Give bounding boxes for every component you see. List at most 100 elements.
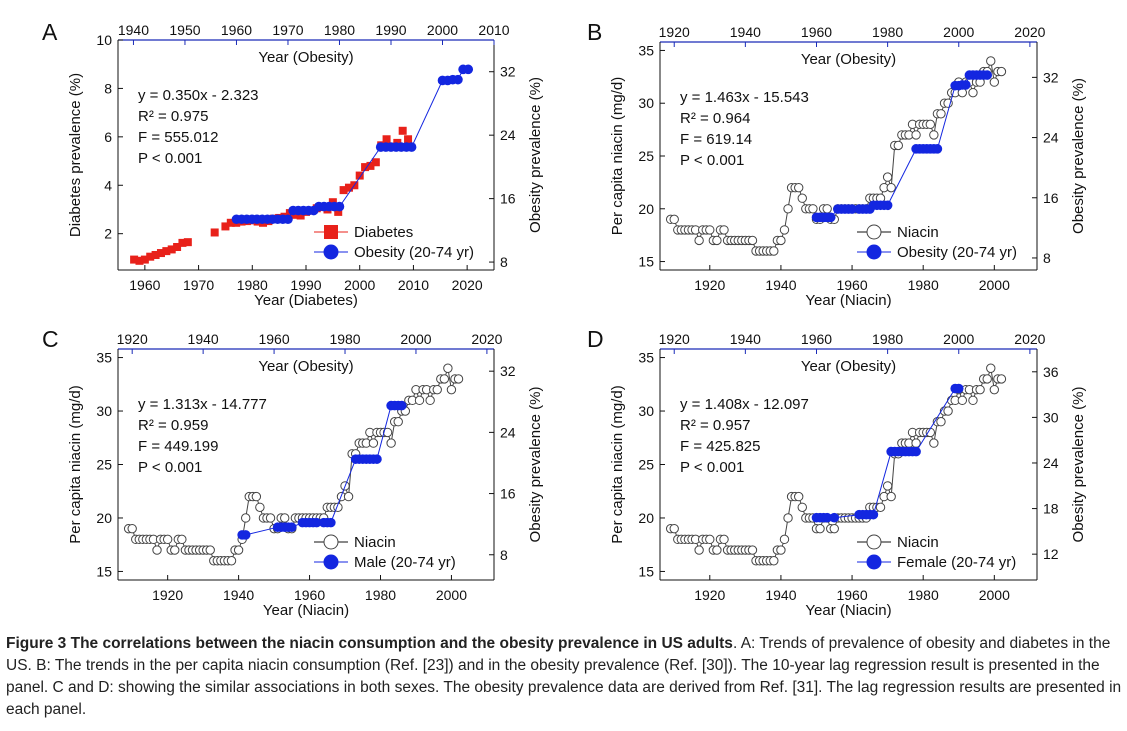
x2-tick-label: 2020 xyxy=(471,331,502,347)
data-point xyxy=(334,201,345,212)
legend-marker xyxy=(866,534,882,550)
y-tick-label: 15 xyxy=(638,563,654,579)
data-point xyxy=(334,207,343,216)
data-point xyxy=(311,517,322,528)
data-point xyxy=(929,438,939,448)
y2-tick-label: 12 xyxy=(1043,546,1059,562)
data-point xyxy=(936,109,946,119)
panel-label: B xyxy=(587,19,602,45)
data-point xyxy=(205,545,215,555)
x2-tick-label: 1980 xyxy=(872,331,903,347)
data-point xyxy=(968,395,978,406)
x-tick-label: 2020 xyxy=(452,277,483,293)
panel-c: C 1920 1940 1960 1980 2000 1920 1940 1960 1980 200… xyxy=(42,326,544,619)
data-point xyxy=(882,481,893,491)
data-point xyxy=(453,374,464,384)
data-point xyxy=(996,374,1007,384)
y-tick-label: 25 xyxy=(96,457,112,473)
data-point xyxy=(265,513,276,523)
y-tick-label: 35 xyxy=(96,350,112,366)
legend-marker xyxy=(866,554,882,570)
data-point xyxy=(925,119,936,130)
x-tick-label: 1960 xyxy=(836,587,867,603)
y2-tick-label: 18 xyxy=(1043,501,1059,517)
panel-label: D xyxy=(587,326,604,352)
data-point xyxy=(251,491,262,502)
regression-line-3: F = 555.012 xyxy=(138,129,218,146)
y-tick-label: 25 xyxy=(638,457,654,473)
y-tick-label: 6 xyxy=(104,129,112,145)
data-point xyxy=(130,255,139,264)
data-point xyxy=(886,491,896,502)
x2-tick-label: 1940 xyxy=(730,331,761,347)
data-point xyxy=(226,556,237,566)
data-point xyxy=(769,556,779,566)
x2-tick-label: 1950 xyxy=(169,22,200,38)
data-point xyxy=(694,235,704,246)
series-line xyxy=(236,68,469,220)
data-point xyxy=(808,204,818,214)
data-point xyxy=(669,214,679,225)
y2-tick-label: 24 xyxy=(1043,130,1059,146)
y-tick-label: 35 xyxy=(638,350,654,366)
data-point xyxy=(882,172,893,182)
data-point xyxy=(797,193,807,203)
data-point xyxy=(393,417,403,427)
legend-marker xyxy=(324,225,338,239)
x2-tick-label: 2020 xyxy=(1014,24,1045,40)
data-point xyxy=(847,204,857,214)
x2-axis-title: Year (Obesity) xyxy=(258,49,353,66)
data-point xyxy=(135,256,144,265)
data-point xyxy=(280,513,290,523)
data-point xyxy=(178,238,187,247)
x-tick-label: 1940 xyxy=(765,587,796,603)
data-point xyxy=(127,523,137,534)
panel-a: A 1960 1970 1980 1990 2000 2010 2020 1940 1950 196… xyxy=(42,19,544,309)
x-tick-label: 1980 xyxy=(908,587,939,603)
data-point xyxy=(712,235,722,246)
legend-label: Niacin xyxy=(897,534,939,551)
y-tick-label: 20 xyxy=(638,201,654,217)
data-point xyxy=(822,204,832,214)
data-point xyxy=(233,545,244,555)
data-point xyxy=(439,374,450,384)
y2-tick-label: 16 xyxy=(1043,190,1059,206)
data-point xyxy=(929,130,939,140)
regression-line-4: P < 0.001 xyxy=(680,459,744,476)
y2-axis-title: Obesity prevalence (%) xyxy=(527,387,544,543)
x-tick-label: 1920 xyxy=(152,587,183,603)
x-tick-label: 1960 xyxy=(129,277,160,293)
data-point xyxy=(398,126,407,135)
caption-lead: Figure 3 The correlations between the ni… xyxy=(6,635,733,652)
x-tick-label: 2000 xyxy=(979,587,1010,603)
data-point xyxy=(366,161,375,170)
legend-label: Female (20-74 yr) xyxy=(897,554,1016,571)
legend-label: Diabetes xyxy=(354,224,413,241)
data-point xyxy=(705,534,715,545)
data-point xyxy=(221,222,230,231)
y2-tick-label: 16 xyxy=(500,486,516,502)
y2-tick-label: 30 xyxy=(1043,409,1059,425)
regression-line-2: R² = 0.957 xyxy=(680,417,750,434)
y-tick-label: 15 xyxy=(96,563,112,579)
y2-axis-title: Obesity prevalence (%) xyxy=(1070,78,1087,234)
x2-tick-label: 1990 xyxy=(375,22,406,38)
y2-tick-label: 32 xyxy=(500,64,516,80)
data-point xyxy=(989,384,1000,395)
data-point xyxy=(822,512,832,523)
regression-line-4: P < 0.001 xyxy=(138,459,202,476)
y2-tick-label: 24 xyxy=(500,424,516,440)
data-point xyxy=(932,144,943,154)
data-point xyxy=(226,218,235,227)
x-tick-label: 1940 xyxy=(223,587,254,603)
data-point xyxy=(414,395,425,406)
data-point xyxy=(283,214,293,225)
y2-tick-label: 24 xyxy=(500,127,516,143)
y-axis-title: Per capita niacin (mg/d) xyxy=(609,385,626,543)
x2-tick-label: 1970 xyxy=(272,22,303,38)
x2-tick-label: 1920 xyxy=(659,24,690,40)
x2-tick-label: 2000 xyxy=(943,331,974,347)
x2-tick-label: 1980 xyxy=(872,24,903,40)
x-tick-label: 1990 xyxy=(290,277,321,293)
data-point xyxy=(344,183,353,192)
